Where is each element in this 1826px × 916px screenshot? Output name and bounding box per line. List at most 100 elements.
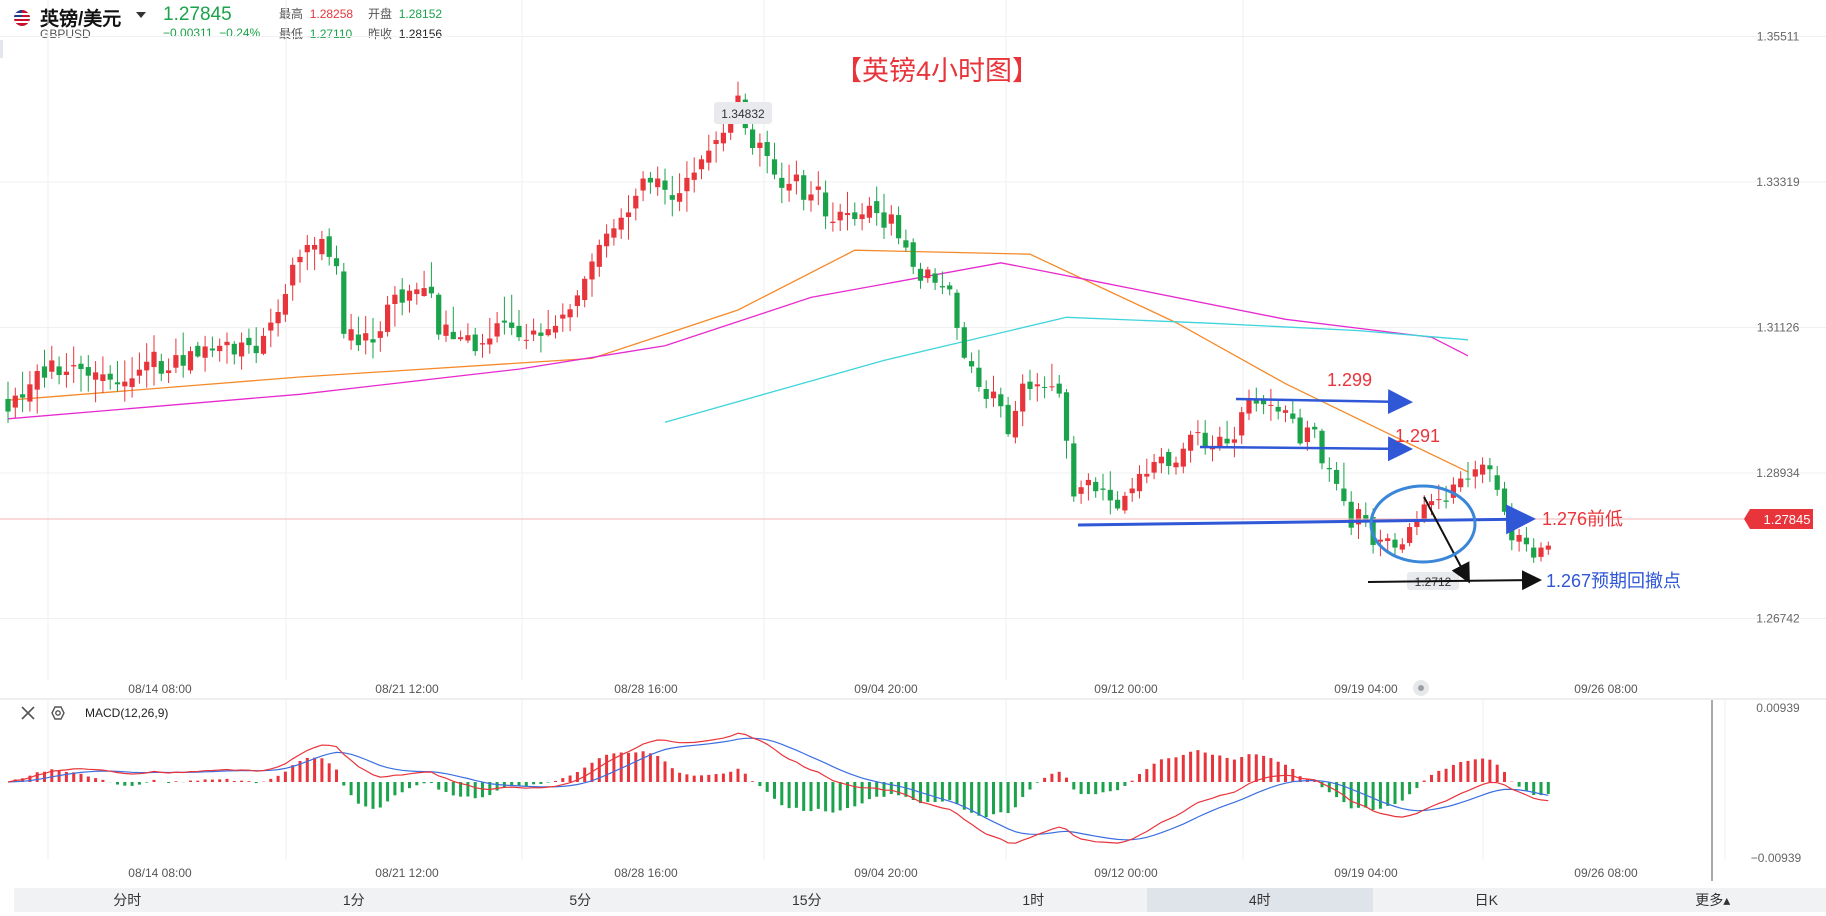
candle bbox=[1282, 405, 1289, 423]
tab-4hour[interactable]: 4时 bbox=[1146, 888, 1373, 912]
candle bbox=[574, 290, 580, 318]
candle bbox=[640, 171, 646, 202]
candle bbox=[487, 317, 493, 354]
candle bbox=[41, 349, 48, 388]
candle bbox=[180, 332, 186, 378]
candle-body bbox=[720, 132, 726, 144]
candle bbox=[107, 365, 113, 390]
candle-body bbox=[844, 213, 851, 216]
candle bbox=[939, 271, 945, 295]
x-tick-label: 09/19 04:00 bbox=[1334, 682, 1398, 696]
macd-x-tick-label: 08/14 08:00 bbox=[128, 866, 192, 880]
macd-y-bottom: −0.00939 bbox=[1751, 851, 1802, 865]
candle bbox=[443, 310, 449, 342]
candle-body bbox=[195, 345, 201, 357]
candle-body bbox=[771, 159, 778, 175]
candle bbox=[1334, 461, 1340, 491]
candle-body bbox=[1012, 410, 1018, 438]
macd-dif-line bbox=[7, 732, 1549, 844]
close-icon[interactable] bbox=[21, 706, 35, 720]
candle bbox=[458, 330, 464, 342]
candle-body bbox=[1312, 426, 1318, 430]
candle bbox=[954, 289, 960, 340]
candle bbox=[1049, 363, 1055, 391]
candle bbox=[917, 262, 924, 289]
stat-value: 1.28152 bbox=[398, 7, 443, 21]
candle bbox=[589, 253, 595, 297]
symbol-dropdown-icon[interactable] bbox=[136, 12, 146, 18]
tab-5min[interactable]: 5分 bbox=[569, 892, 592, 908]
candle-body bbox=[793, 174, 799, 182]
candle bbox=[494, 311, 500, 343]
candle bbox=[260, 327, 267, 356]
timeframe-toolbar: 分时 1分 5分 15分 1时 4时 日K 更多▴ bbox=[14, 888, 1826, 912]
stat-label: 开盘 bbox=[368, 7, 393, 21]
candle bbox=[1414, 511, 1420, 535]
candle-body bbox=[158, 361, 164, 374]
candle bbox=[582, 276, 588, 308]
candle bbox=[596, 239, 602, 277]
candle bbox=[414, 282, 420, 305]
x-tick-label: 08/28 16:00 bbox=[614, 682, 678, 696]
last-price: 1.27845 bbox=[163, 4, 232, 25]
candle-body bbox=[27, 384, 33, 402]
candle-body bbox=[917, 268, 924, 281]
tab-timeline[interactable]: 分时 bbox=[113, 892, 142, 908]
macd-x-tick-label: 09/19 04:00 bbox=[1334, 866, 1398, 880]
tab-more[interactable]: 更多▴ bbox=[1695, 892, 1731, 908]
candle-body bbox=[647, 177, 653, 183]
candle bbox=[706, 134, 712, 171]
candle bbox=[144, 343, 150, 388]
x-tick-label: 09/12 00:00 bbox=[1094, 682, 1158, 696]
candle-body bbox=[1115, 499, 1121, 509]
tab-15min[interactable]: 15分 bbox=[791, 892, 822, 908]
candle bbox=[1326, 457, 1332, 482]
candle-body bbox=[136, 369, 142, 376]
candle bbox=[538, 323, 544, 353]
candle bbox=[866, 197, 872, 224]
candle bbox=[1239, 406, 1245, 445]
candle-body bbox=[34, 371, 40, 390]
candle bbox=[450, 306, 456, 340]
candle-body bbox=[1056, 383, 1062, 394]
candle bbox=[319, 230, 325, 261]
tab-daily[interactable]: 日K bbox=[1474, 892, 1498, 908]
candle-body bbox=[939, 286, 945, 288]
candle-body bbox=[1275, 406, 1281, 412]
candle bbox=[684, 161, 690, 212]
candle bbox=[297, 249, 303, 283]
candle-body bbox=[173, 355, 179, 368]
candle bbox=[1027, 369, 1033, 401]
candle-body bbox=[494, 323, 500, 337]
candle bbox=[78, 355, 84, 392]
candle bbox=[1487, 457, 1493, 482]
candle-body bbox=[976, 367, 982, 387]
tab-1hour[interactable]: 1时 bbox=[1022, 892, 1045, 908]
candle bbox=[1363, 502, 1369, 528]
candle bbox=[1136, 465, 1143, 499]
candle-body bbox=[1268, 404, 1274, 406]
settings-icon[interactable] bbox=[51, 706, 65, 720]
candle-body bbox=[1107, 489, 1113, 501]
symbol-name[interactable]: 英镑/美元 bbox=[40, 9, 122, 30]
chart-title: 【英镑4小时图】 bbox=[835, 56, 1039, 86]
candle-body bbox=[326, 236, 332, 257]
candle-body bbox=[85, 367, 91, 376]
candle-body bbox=[20, 394, 26, 398]
candle bbox=[1151, 454, 1157, 480]
candle bbox=[1341, 462, 1347, 506]
sidebar-handle[interactable] bbox=[0, 40, 3, 58]
candle bbox=[1531, 538, 1537, 563]
tab-1min[interactable]: 1分 bbox=[342, 892, 365, 908]
candle bbox=[757, 133, 763, 167]
candle-body bbox=[231, 343, 237, 355]
candle bbox=[1421, 495, 1427, 524]
candle-body bbox=[1480, 464, 1486, 475]
candle-body bbox=[1523, 537, 1529, 545]
candle bbox=[355, 316, 361, 352]
candle bbox=[1304, 420, 1310, 451]
y-tick-label: 1.31126 bbox=[1757, 320, 1800, 334]
candle-body bbox=[516, 325, 522, 338]
candle-body bbox=[487, 338, 493, 345]
candle bbox=[691, 157, 697, 193]
